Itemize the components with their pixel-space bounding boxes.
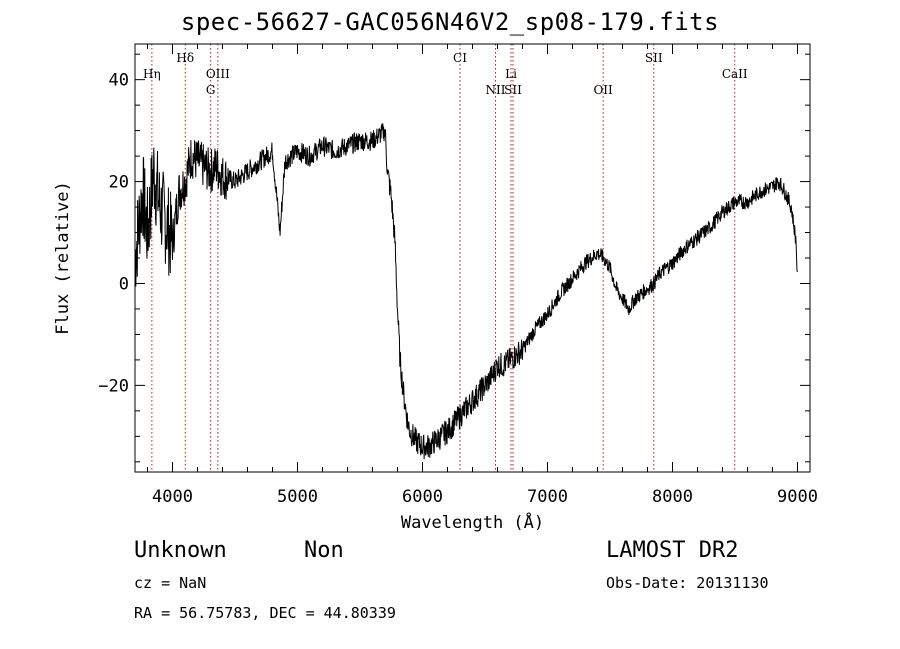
x-tick-label: 9000	[777, 487, 818, 507]
cz-label: cz = NaN	[134, 574, 207, 592]
line-marker-label: SII	[645, 51, 663, 65]
line-markers	[151, 44, 736, 472]
y-axis-label: Flux (relative)	[53, 181, 73, 335]
class-label: Unknown	[134, 538, 227, 563]
x-tick-label: 4000	[152, 487, 193, 507]
chart-title: spec-56627-GAC056N46V2_sp08-179.fits	[180, 8, 720, 36]
line-marker-label: OII	[593, 83, 613, 97]
y-tick-label: 40	[109, 71, 129, 91]
y-tick-label: 20	[109, 173, 129, 193]
line-marker-label: Li	[505, 67, 517, 81]
x-axis-label: Wavelength (Å)	[401, 511, 544, 533]
spectrum-line	[134, 123, 798, 460]
y-tick-label: 0	[119, 274, 129, 294]
radec-label: RA = 56.75783, DEC = 44.80339	[134, 604, 396, 622]
plot-frame	[134, 43, 811, 473]
line-marker-label: CaII	[722, 67, 748, 81]
line-marker-label: Hη	[143, 67, 161, 81]
x-tick-label: 5000	[277, 487, 318, 507]
survey-label: LAMOST DR2	[606, 538, 739, 563]
line-marker-label: SII	[504, 83, 522, 97]
x-tick-label: 6000	[402, 487, 443, 507]
line-marker-label: CI	[453, 51, 467, 65]
line-marker-label: Hδ	[176, 51, 194, 65]
line-marker-label: OIII	[206, 67, 230, 81]
y-axis-ticks: −20 0 20 40	[98, 53, 810, 463]
y-tick-label: −20	[98, 376, 129, 396]
x-tick-label: 8000	[652, 487, 693, 507]
obs-date-label: Obs-Date: 20131130	[606, 574, 769, 592]
subclass-label: Non	[304, 538, 344, 563]
line-marker-label: NII	[486, 83, 506, 97]
x-axis-ticks: 4000 5000 6000 7000 8000 9000	[147, 44, 818, 507]
x-tick-label: 7000	[527, 487, 568, 507]
line-marker-label: G	[206, 83, 216, 97]
